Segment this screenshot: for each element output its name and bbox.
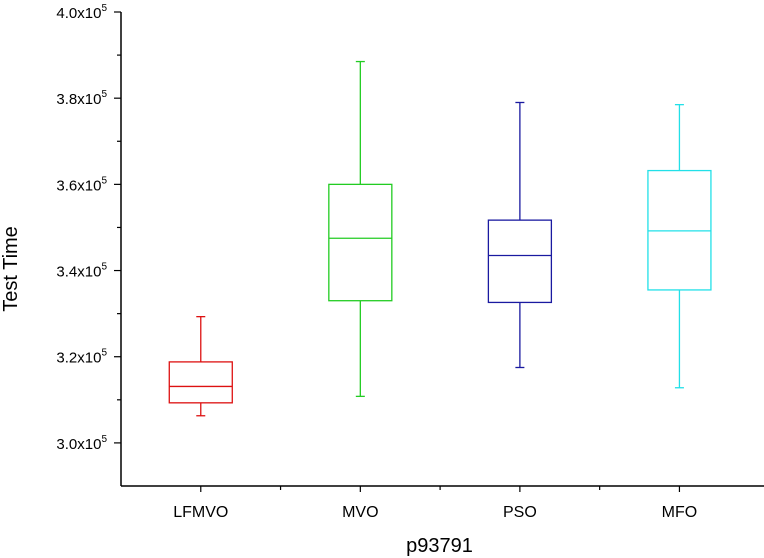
- y-tick-label: 3.4x105: [56, 262, 107, 281]
- iqr-box: [487, 219, 553, 304]
- y-axis-title: Test Time: [0, 226, 22, 312]
- x-tick-label: LFMVO: [173, 504, 228, 521]
- y-tick-label: 3.2x105: [56, 348, 107, 367]
- axes: 3.0x105 3.2x105 3.4x105 3.6x105 3.8x105 4.0x1…: [56, 3, 764, 521]
- x-tick-label: PSO: [503, 504, 537, 521]
- box-mvo: [328, 60, 393, 398]
- y-tick-label: 3.0x105: [56, 434, 107, 453]
- y-tick-label: 3.8x105: [56, 89, 107, 108]
- iqr-box: [168, 361, 233, 404]
- box-mfo: [647, 103, 712, 389]
- y-tick-label: 3.6x105: [56, 175, 107, 194]
- boxes: [168, 60, 712, 417]
- y-tick-label: 4.0x105: [56, 3, 107, 22]
- iqr-box: [328, 183, 393, 302]
- x-tick-label: MVO: [342, 504, 378, 521]
- x-axis-title: p93791: [406, 535, 473, 557]
- x-ticks: LFMVO MVO PSO MFO: [173, 486, 697, 521]
- box-lfmvo: [168, 316, 233, 417]
- box-pso: [487, 101, 553, 369]
- y-ticks: 3.0x105 3.2x105 3.4x105 3.6x105 3.8x105 4.0x1…: [56, 3, 121, 453]
- x-tick-label: MFO: [662, 504, 698, 521]
